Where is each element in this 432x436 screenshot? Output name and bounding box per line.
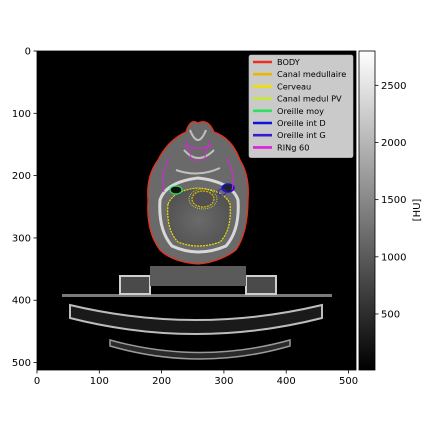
- x-tick-label: 400: [277, 376, 296, 387]
- oreille-int-g: [217, 188, 227, 196]
- canal-medul-pv: [188, 188, 218, 210]
- legend-entry: BODY: [277, 57, 301, 67]
- y-tick-label: 0: [25, 47, 31, 58]
- oreille-moy-right: [169, 185, 183, 195]
- legend-entry: RINg 60: [277, 142, 309, 152]
- couch-shell: [69, 303, 323, 335]
- colorbar-tick-label: 500: [381, 309, 400, 320]
- canal-medullaire: [191, 190, 215, 208]
- y-axis: 0 100 200 300 400 500: [12, 47, 37, 369]
- head-support-left: [119, 275, 151, 295]
- legend-entry: Oreille int D: [277, 118, 326, 128]
- legend-entry: Canal medullaire: [277, 69, 346, 79]
- y-tick-label: 400: [12, 296, 31, 307]
- x-tick-label: 300: [214, 376, 233, 387]
- legend-box: [248, 54, 354, 158]
- skull: [158, 176, 240, 254]
- legend-entry: Oreille int G: [277, 130, 326, 140]
- head-support-right: [245, 275, 277, 295]
- x-tick-label: 100: [90, 376, 109, 387]
- colorbar-tick-label: 2500: [381, 81, 406, 92]
- couch-top: [62, 294, 332, 297]
- facial-bones: [175, 129, 221, 175]
- x-tick-label: 0: [34, 376, 40, 387]
- y-tick-label: 500: [12, 358, 31, 369]
- x-tick-label: 500: [339, 376, 358, 387]
- legend-entry: Cerveau: [277, 81, 311, 91]
- brain: [167, 187, 231, 247]
- colorbar: [358, 50, 376, 371]
- colorbar-axis: 500 1000 1500 2000 2500: [375, 81, 406, 320]
- colorbar-tick-label: 1000: [381, 252, 406, 263]
- legend-entry: Canal medul PV: [277, 94, 342, 104]
- colorbar-label: [HU]: [412, 199, 423, 222]
- x-tick-label: 200: [152, 376, 171, 387]
- ring-60: [162, 144, 234, 193]
- x-axis: 0 100 200 300 400 500: [34, 370, 358, 387]
- colorbar-tick-label: 1500: [381, 195, 406, 206]
- plot-frame: [36, 50, 357, 371]
- y-tick-label: 200: [12, 171, 31, 182]
- colorbar-tick-label: 2000: [381, 138, 406, 149]
- y-tick-label: 300: [12, 233, 31, 244]
- y-tick-label: 100: [12, 109, 31, 120]
- legend-entry: Oreille moy: [277, 106, 324, 116]
- legend: BODY Canal medullaire Cerveau Canal medul P…: [248, 54, 354, 158]
